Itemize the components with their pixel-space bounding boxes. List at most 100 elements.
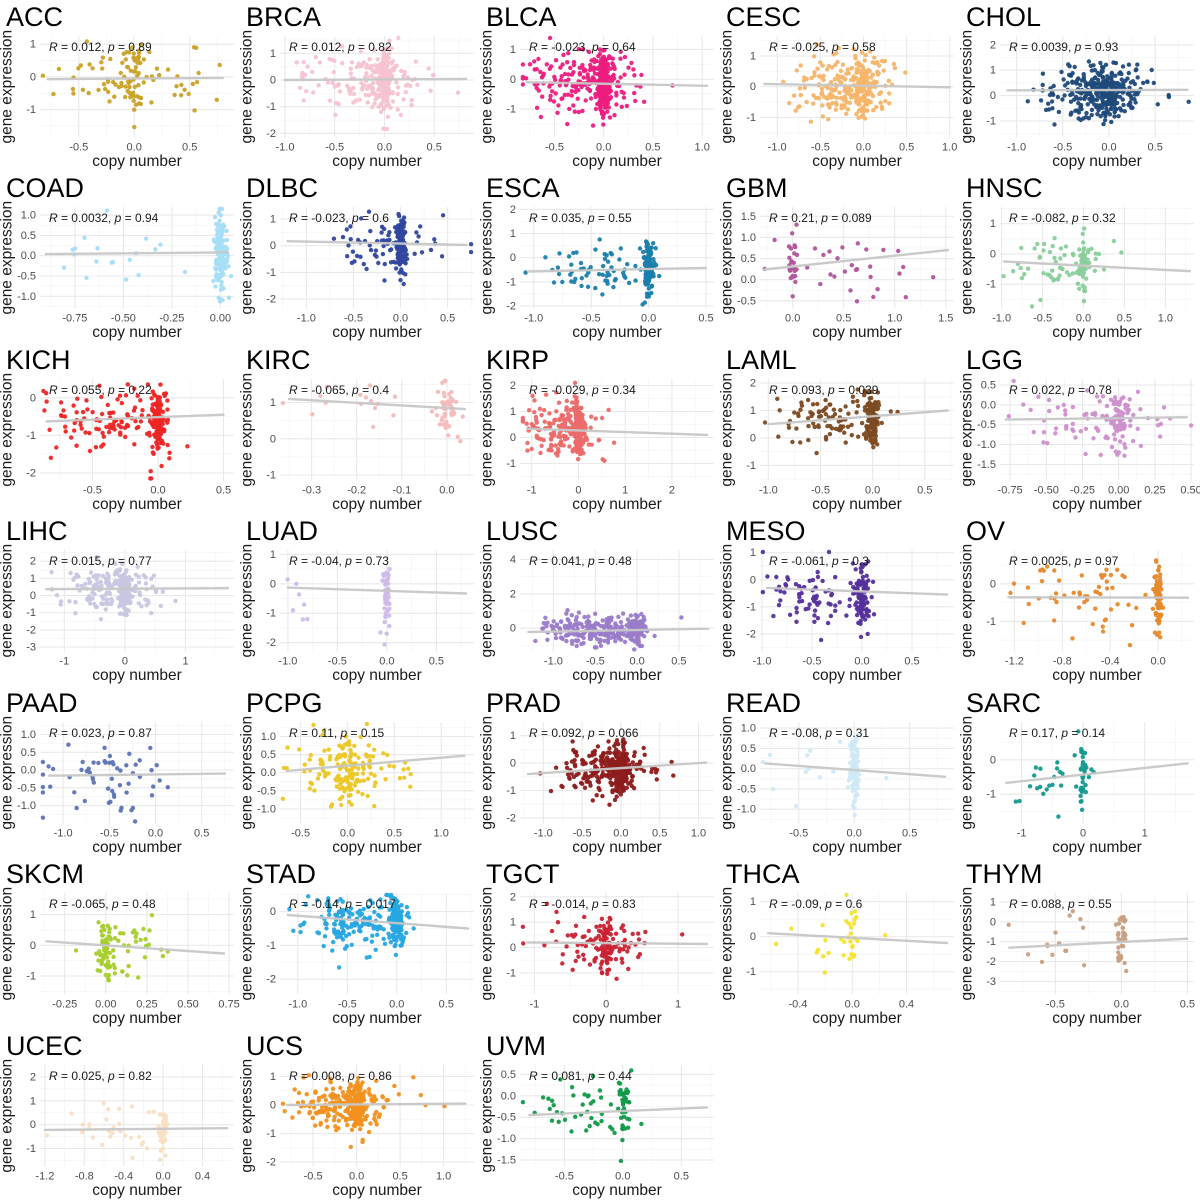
panel-title: LUAD [246, 516, 318, 546]
y-tick-label: 0 [30, 1119, 36, 1131]
x-tick-label: 0.5 [899, 141, 914, 153]
correlation-annotation: R = 0.093, p = 0.039 [769, 383, 879, 397]
correlation-annotation: R = 0.0025, p = 0.97 [1009, 554, 1119, 568]
x-tick-label: 0.0 [847, 827, 862, 839]
correlation-annotation: R = -0.065, p = 0.48 [49, 897, 156, 911]
y-axis-label: gene expression [0, 544, 16, 658]
panel-cell-GBM: 0.0 0.5 1.0 1.5 1.5 1.0 0.5 0.0 -0.5 copy number g… [720, 171, 960, 342]
x-tick-label: 0 [603, 999, 609, 1011]
y-tick-label: -1 [26, 607, 36, 619]
gridlines-minor [40, 207, 234, 309]
panel-cell-LIHC: -1 0 1 2 1 0 -1 -2 -3 copy number gene expression R… [0, 514, 240, 685]
correlation-annotation: R = 0.092, p = 0.066 [529, 726, 639, 740]
x-axis-label: copy number [92, 1010, 182, 1027]
scatter-points [61, 207, 234, 305]
y-axis-label: gene expression [480, 716, 496, 830]
y-tick-label: -0.5 [977, 419, 996, 431]
y-axis-label: gene expression [720, 30, 736, 144]
panel-BLCA: -0.5 0.0 0.5 1.0 1 0 -1 copy number gene express… [480, 2, 714, 170]
x-tick-label: -1.2 [1005, 656, 1024, 668]
panel-title: SKCM [6, 859, 84, 889]
y-tick-label: 0.5 [741, 254, 756, 266]
panel-title: LIHC [6, 516, 67, 546]
y-tick-label: -2 [266, 294, 276, 306]
scatter-points [73, 913, 170, 983]
x-tick-label: 0.4 [195, 1170, 210, 1182]
x-tick-label: -0.75 [998, 484, 1023, 496]
trend-line [286, 913, 470, 930]
x-tick-label: -0.5 [1033, 313, 1052, 325]
trend-line [765, 586, 949, 597]
y-axis-label: gene expression [480, 1058, 496, 1172]
trend-line [287, 397, 467, 411]
y-tick-label: 1 [30, 1095, 36, 1107]
y-tick-label: -1 [746, 460, 756, 472]
y-tick-label: -2 [266, 637, 276, 649]
x-tick-label: 0.00 [95, 999, 116, 1011]
panel-LIHC: -1 0 1 2 1 0 -1 -2 -3 copy number gene expression R… [0, 516, 234, 684]
y-tick-label: 0.0 [21, 764, 36, 776]
scatter-points [1008, 558, 1166, 648]
trend-line [285, 1101, 467, 1106]
x-tick-label: 0.0 [845, 999, 860, 1011]
trend-line [45, 940, 226, 955]
y-tick-label: -0.5 [257, 785, 276, 797]
y-axis-label: gene expression [960, 373, 976, 487]
y-tick-label: 0.5 [261, 749, 276, 761]
panel-cell-KIRC: -0.3 -0.2 -0.1 0.0 1 0 -1 copy number gene expre… [240, 343, 480, 514]
x-tick-label: 0.0 [340, 827, 355, 839]
x-tick-label: 0.00 [1108, 484, 1129, 496]
trend-line [528, 1105, 709, 1116]
x-tick-label: -0.5 [304, 1170, 323, 1182]
panel-BRCA: -1.0 -0.5 0.0 0.5 1 0 -1 -2 copy number gene expr… [240, 2, 474, 170]
y-tick-label: 0 [270, 579, 276, 591]
panel-cell-MESO: -1.0 -0.5 0.0 0.5 1 0 -1 -2 copy number gene expr… [720, 514, 960, 685]
y-tick-label: 1 [510, 406, 516, 418]
y-tick-label: 1.5 [741, 211, 756, 223]
x-tick-label: -0.3 [302, 484, 321, 496]
panel-LUSC: -1.0 -0.5 0.0 0.5 4 2 0 copy number gene express… [480, 516, 714, 684]
x-tick-label: -0.25 [1070, 484, 1095, 496]
correlation-annotation: R = -0.09, p = 0.6 [769, 897, 863, 911]
panel-cell-LGG: -0.75 -0.50 -0.25 0.00 0.25 0.50 0.5 0.0 -0.5 -1.… [960, 343, 1200, 514]
y-tick-label: 2 [30, 556, 36, 568]
y-axis-label: gene expression [0, 373, 16, 487]
y-tick-label: 1.0 [21, 210, 36, 222]
correlation-annotation: R = -0.061, p = 0.3 [769, 554, 869, 568]
y-tick-label: -1 [26, 104, 36, 116]
x-axis-label: copy number [1052, 324, 1142, 341]
trend-line [526, 941, 708, 946]
x-tick-label: 0.0 [393, 313, 408, 325]
y-tick-label: 1.0 [741, 232, 756, 244]
x-tick-label: 0.0 [1101, 141, 1116, 153]
panel-title: UCS [246, 1031, 303, 1061]
x-axis-label: copy number [92, 324, 182, 341]
trend-line [525, 427, 709, 436]
x-tick-label: 0.5 [645, 141, 660, 153]
y-tick-label: 1 [510, 917, 516, 929]
x-tick-label: 0.5 [439, 999, 454, 1011]
scatter-points [40, 742, 170, 824]
gridlines-minor [760, 378, 954, 481]
y-axis-label: gene expression [720, 716, 736, 830]
x-tick-label: 0.5 [1117, 313, 1132, 325]
panel-cell-BLCA: -0.5 0.0 0.5 1.0 1 0 -1 copy number gene express… [480, 0, 720, 171]
panel-title: BLCA [486, 2, 557, 32]
y-axis-label: gene expression [240, 887, 256, 1001]
panel-cell-THCA: -0.4 0.0 0.4 1 0 -1 copy number gene expression… [720, 857, 960, 1028]
scatter-points [287, 892, 416, 970]
y-axis-label: gene expression [720, 887, 736, 1001]
x-tick-label: -0.5 [1046, 999, 1065, 1011]
trend-line [1002, 260, 1192, 273]
panel-cell-COAD: -0.75 -0.50 -0.25 0.00 1.0 0.5 0.0 -0.5 -1.0 copy… [0, 171, 240, 342]
panel-title: LUSC [486, 516, 558, 546]
gridlines-major [1000, 378, 1194, 481]
y-tick-label: 0 [30, 71, 36, 83]
correlation-annotation: R = 0.035, p = 0.55 [529, 211, 632, 225]
x-tick-label: 0.5 [698, 313, 713, 325]
y-tick-label: 1 [270, 48, 276, 60]
x-tick-label: 0.0 [349, 1170, 364, 1182]
x-tick-label: 0.5 [427, 141, 442, 153]
x-tick-label: 1 [182, 656, 188, 668]
scatter-points [533, 608, 684, 652]
